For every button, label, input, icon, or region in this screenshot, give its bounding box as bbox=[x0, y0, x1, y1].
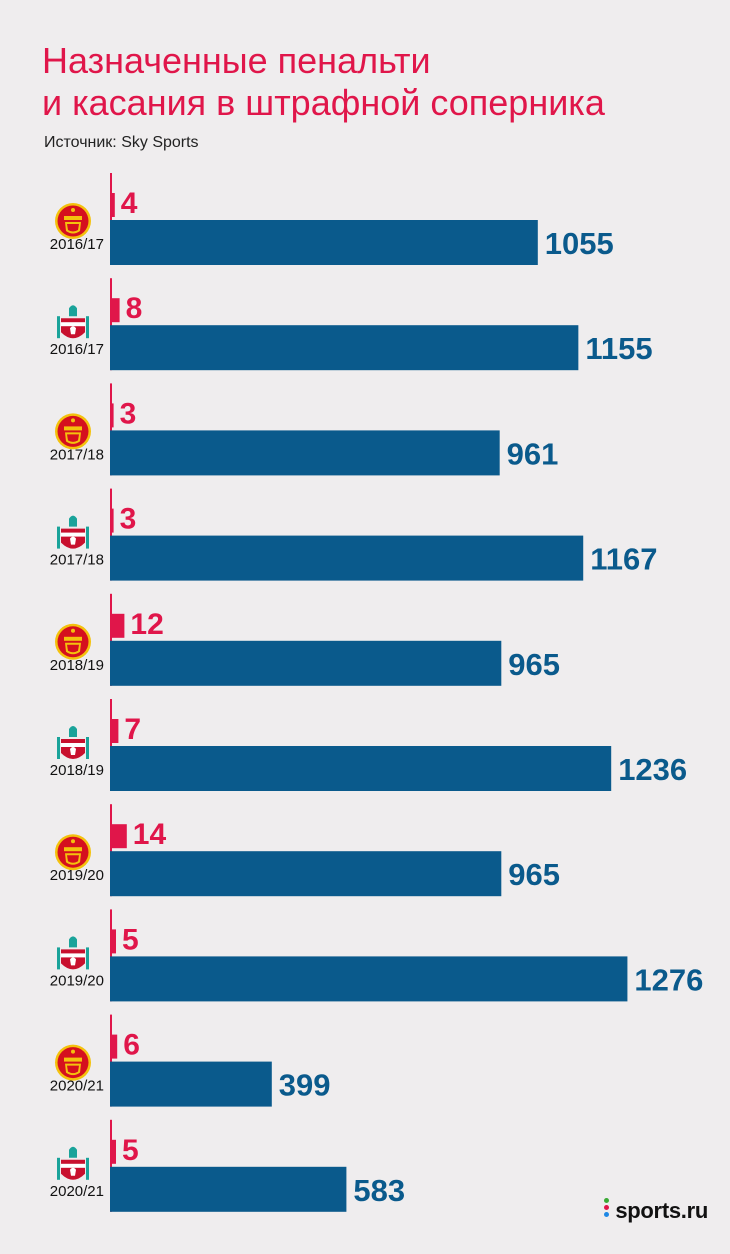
row-axis-line bbox=[110, 173, 112, 265]
touches-label: 965 bbox=[508, 857, 560, 892]
manchester-united-crest-icon bbox=[55, 1044, 91, 1081]
penalties-bar bbox=[110, 508, 114, 533]
row-axis-line bbox=[110, 593, 112, 686]
penalties-bar bbox=[110, 613, 125, 638]
liverpool-crest-icon bbox=[57, 305, 89, 339]
source-note: Источник: Sky Sports bbox=[44, 134, 199, 151]
row-axis-line bbox=[110, 1119, 112, 1212]
penalties-label: 12 bbox=[130, 608, 163, 641]
touches-label: 583 bbox=[353, 1173, 405, 1208]
brand-name: sports.ru bbox=[615, 1197, 708, 1223]
row-axis-line bbox=[110, 804, 112, 897]
penalties-bar bbox=[110, 824, 127, 849]
penalties-bar bbox=[110, 193, 115, 217]
penalties-label: 3 bbox=[120, 503, 137, 536]
season-label: 2018/19 bbox=[50, 762, 104, 779]
row-axis-line bbox=[110, 278, 112, 371]
season-label: 2018/19 bbox=[50, 657, 104, 674]
sports-ru-logo: sports.ru bbox=[604, 1198, 708, 1224]
season-label: 2019/20 bbox=[50, 867, 104, 884]
touches-bar bbox=[110, 956, 628, 1002]
season-label: 2019/20 bbox=[50, 972, 104, 989]
touches-bar bbox=[110, 1061, 272, 1107]
season-label: 2017/18 bbox=[50, 552, 104, 569]
liverpool-crest-icon bbox=[57, 515, 89, 549]
liverpool-crest-icon bbox=[57, 1146, 89, 1180]
season-label: 2016/17 bbox=[50, 341, 104, 358]
penalties-bar bbox=[110, 1034, 118, 1059]
touches-label: 1167 bbox=[590, 542, 657, 577]
row-axis-line bbox=[110, 488, 112, 581]
touches-label: 1155 bbox=[585, 331, 652, 366]
touches-label: 1236 bbox=[618, 752, 687, 787]
penalties-label: 14 bbox=[133, 818, 167, 851]
penalties-bar bbox=[110, 403, 114, 428]
penalties-label: 6 bbox=[123, 1029, 140, 1062]
touches-bar bbox=[110, 430, 500, 476]
chart-title-line-2: и касания в штрафной соперника bbox=[42, 82, 605, 123]
liverpool-crest-icon bbox=[57, 936, 89, 970]
penalties-bar bbox=[110, 298, 120, 323]
manchester-united-crest-icon bbox=[55, 834, 91, 871]
season-label: 2020/21 bbox=[50, 1078, 104, 1095]
penalties-label: 4 bbox=[121, 187, 138, 220]
penalties-bar bbox=[110, 929, 116, 954]
season-label: 2017/18 bbox=[50, 446, 104, 463]
row-axis-line bbox=[110, 909, 112, 1002]
penalties-label: 5 bbox=[122, 923, 139, 956]
chart-title-line-1: Назначенные пенальти bbox=[42, 40, 431, 81]
touches-label: 1276 bbox=[634, 962, 703, 997]
touches-bar bbox=[110, 746, 612, 791]
liverpool-crest-icon bbox=[57, 726, 89, 759]
manchester-united-crest-icon bbox=[55, 413, 91, 450]
touches-label: 961 bbox=[507, 436, 559, 471]
penalties-label: 3 bbox=[120, 397, 137, 430]
penalties-label: 7 bbox=[124, 713, 141, 746]
penalties-bar bbox=[110, 1139, 116, 1164]
manchester-united-crest-icon bbox=[55, 203, 91, 239]
chart-title: Назначенные пенальти и касания в штрафно… bbox=[42, 40, 605, 124]
touches-bar bbox=[110, 851, 502, 897]
penalties-label: 5 bbox=[122, 1134, 139, 1167]
season-label: 2020/21 bbox=[50, 1183, 104, 1200]
touches-label: 965 bbox=[508, 647, 560, 682]
touches-bar bbox=[110, 220, 538, 265]
touches-bar bbox=[110, 325, 579, 371]
season-label: 2016/17 bbox=[50, 236, 104, 253]
touches-label: 1055 bbox=[545, 226, 614, 261]
penalties-label: 8 bbox=[126, 292, 143, 325]
row-axis-line bbox=[110, 699, 112, 791]
logo-dots-icon bbox=[604, 1198, 612, 1222]
row-axis-line bbox=[110, 383, 112, 476]
touches-bar bbox=[110, 640, 502, 686]
penalties-bar bbox=[110, 719, 119, 743]
touches-bar bbox=[110, 1166, 347, 1212]
touches-bar bbox=[110, 535, 584, 581]
manchester-united-crest-icon bbox=[55, 623, 91, 660]
row-axis-line bbox=[110, 1014, 112, 1107]
touches-label: 399 bbox=[279, 1068, 331, 1103]
